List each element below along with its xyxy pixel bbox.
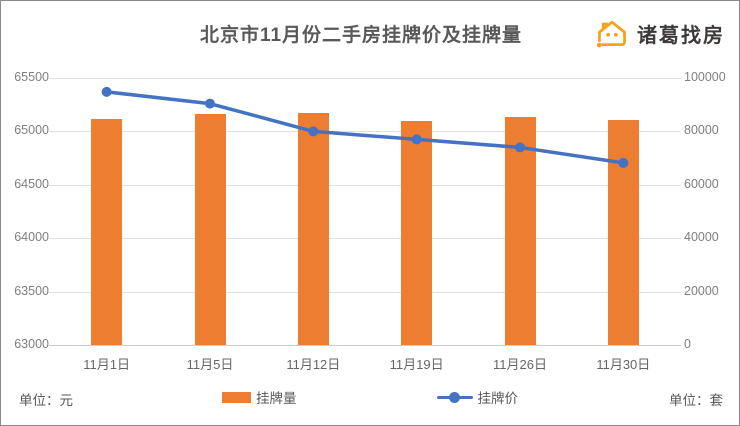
left-axis-tick-label: 63000: [14, 337, 49, 351]
left-axis-unit: 单位：元: [19, 393, 73, 408]
left-axis-tick-label: 64000: [14, 230, 49, 245]
price-line: [106, 90, 624, 165]
gridline: [49, 291, 681, 293]
right-axis-tick-label: 60000: [684, 176, 719, 191]
right-axis-tick-label: 80000: [684, 123, 719, 138]
house-logo-icon: [596, 20, 626, 48]
legend-label: 挂牌价: [477, 391, 519, 406]
chart-title: 北京市11月份二手房挂牌价及挂牌量: [199, 25, 523, 46]
volume-bar: [607, 119, 639, 345]
right-axis-tick-label: 100000: [684, 70, 726, 84]
right-axis-tick-label: 0: [684, 337, 691, 351]
volume-bar: [401, 120, 433, 345]
legend-item-volume: 挂牌量: [222, 387, 297, 407]
volume-bar: [91, 119, 123, 345]
left-axis-tick-label: 65000: [14, 123, 49, 138]
left-axis-tick-label: 65500: [14, 70, 49, 84]
brand-logo-text: 诸葛找房: [637, 24, 725, 47]
x-axis-label: 11月5日: [186, 357, 234, 372]
x-axis-label: 11月30日: [596, 357, 651, 372]
line-legend-marker: [436, 391, 473, 403]
left-axis-tick-label: 63500: [14, 283, 49, 298]
right-axis-unit: 单位：套: [669, 393, 723, 408]
legend-label: 挂牌量: [256, 391, 297, 406]
legend-item-price: 挂牌价: [436, 387, 519, 407]
x-axis-label: 11月12日: [286, 357, 341, 372]
x-axis-label: 11月26日: [493, 357, 547, 372]
brand-logo: 诸葛找房: [593, 14, 725, 52]
gridline: [49, 238, 681, 240]
volume-bar: [504, 116, 536, 345]
volume-bar: [194, 114, 226, 345]
left-axis-tick-label: 64500: [14, 176, 49, 191]
right-axis-tick-label: 20000: [684, 283, 719, 298]
price-point-marker: [205, 98, 215, 109]
right-axis-tick-label: 40000: [684, 230, 719, 245]
bar-legend-swatch: [222, 391, 251, 403]
gridline: [49, 131, 681, 133]
x-axis-label: 11月1日: [83, 357, 131, 372]
volume-bar: [297, 112, 329, 345]
price-point-marker: [101, 86, 112, 97]
x-axis-label: 11月19日: [389, 357, 444, 372]
gridline: [49, 78, 681, 79]
x-axis-line: [49, 345, 681, 346]
gridline: [49, 184, 681, 186]
legend: 挂牌量 挂牌价: [1, 387, 739, 407]
